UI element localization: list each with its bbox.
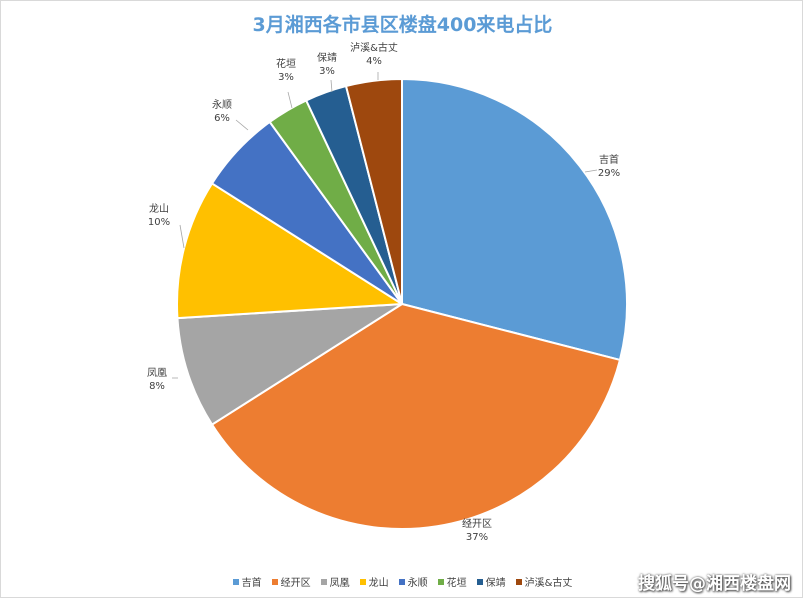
chart-title: 3月湘西各市县区楼盘400来电占比 <box>252 14 553 36</box>
legend-swatch <box>232 578 239 585</box>
leader-line-4 <box>235 119 249 131</box>
legend-swatch <box>476 578 483 585</box>
legend-item-1: 经开区 <box>271 574 311 589</box>
slice-label-value-0: 29% <box>598 168 620 179</box>
legend-label: 凤凰 <box>329 578 350 589</box>
legend-swatch <box>437 578 444 585</box>
slice-label-value-2: 8% <box>149 381 165 392</box>
slice-label-value-5: 3% <box>278 72 294 83</box>
legend-label: 花垣 <box>446 578 467 589</box>
leader-line-6 <box>330 79 333 93</box>
legend-item-4: 永顺 <box>398 574 428 589</box>
slice-label-name-4: 永顺 <box>212 98 232 111</box>
slice-label-name-7: 泸溪&古丈 <box>350 41 398 54</box>
slice-label-name-5: 花垣 <box>276 57 296 70</box>
legend-swatch <box>359 578 366 585</box>
slice-label-value-3: 10% <box>148 217 170 228</box>
legend-swatch <box>515 578 522 585</box>
slice-label-value-6: 3% <box>319 66 335 77</box>
legend-item-6: 保靖 <box>476 574 506 589</box>
slice-label-name-2: 凤凰 <box>147 367 167 379</box>
legend-item-3: 龙山 <box>359 574 389 589</box>
legend-label: 经开区 <box>280 578 311 589</box>
legend-label: 吉首 <box>241 578 262 589</box>
pie-slice-3 <box>176 182 406 320</box>
slice-label-value-7: 4% <box>366 56 382 67</box>
pie-slice-0 <box>401 77 628 362</box>
watermark: 搜狐号@湘西楼盘网 <box>638 574 791 594</box>
slice-label-value-1: 37% <box>466 532 488 543</box>
legend-item-5: 花垣 <box>437 574 467 589</box>
slice-label-value-4: 6% <box>214 113 230 124</box>
legend-label: 泸溪&古丈 <box>524 578 573 589</box>
legend-swatch <box>320 578 327 585</box>
leader-line-0 <box>584 169 598 173</box>
legend-item-7: 泸溪&古丈 <box>515 574 573 589</box>
pie-slice-2 <box>176 303 403 426</box>
legend-swatch <box>398 578 405 585</box>
chart-legend: 吉首 经开区 凤凰 龙山 永顺 花垣 保靖 泸溪&古丈 <box>0 574 805 589</box>
legend-item-2: 凤凰 <box>320 574 350 589</box>
leader-line-3 <box>179 224 185 249</box>
slice-label-name-3: 龙山 <box>149 202 169 215</box>
slice-label-name-0: 吉首 <box>599 153 619 166</box>
legend-label: 永顺 <box>407 578 428 589</box>
legend-label: 保靖 <box>485 578 506 589</box>
slice-label-name-1: 经开区 <box>462 517 492 530</box>
legend-label: 龙山 <box>368 578 389 589</box>
legend-swatch <box>271 578 278 585</box>
legend-item-0: 吉首 <box>232 574 262 589</box>
pie-slice-7 <box>344 77 403 305</box>
leader-line-5 <box>287 91 293 109</box>
slice-label-name-6: 保靖 <box>317 51 337 64</box>
